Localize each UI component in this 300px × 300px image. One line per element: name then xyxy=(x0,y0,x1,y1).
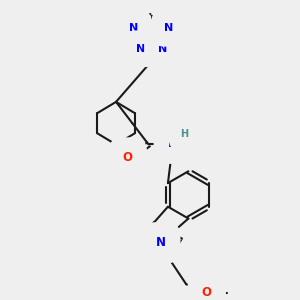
Text: N: N xyxy=(168,137,178,150)
Text: N: N xyxy=(164,23,173,33)
Text: N: N xyxy=(136,44,145,54)
Text: N: N xyxy=(158,44,167,54)
Text: O: O xyxy=(202,286,212,299)
Text: O: O xyxy=(123,152,133,164)
Text: H: H xyxy=(181,129,189,139)
Text: N: N xyxy=(129,23,139,33)
Text: N: N xyxy=(156,236,166,249)
